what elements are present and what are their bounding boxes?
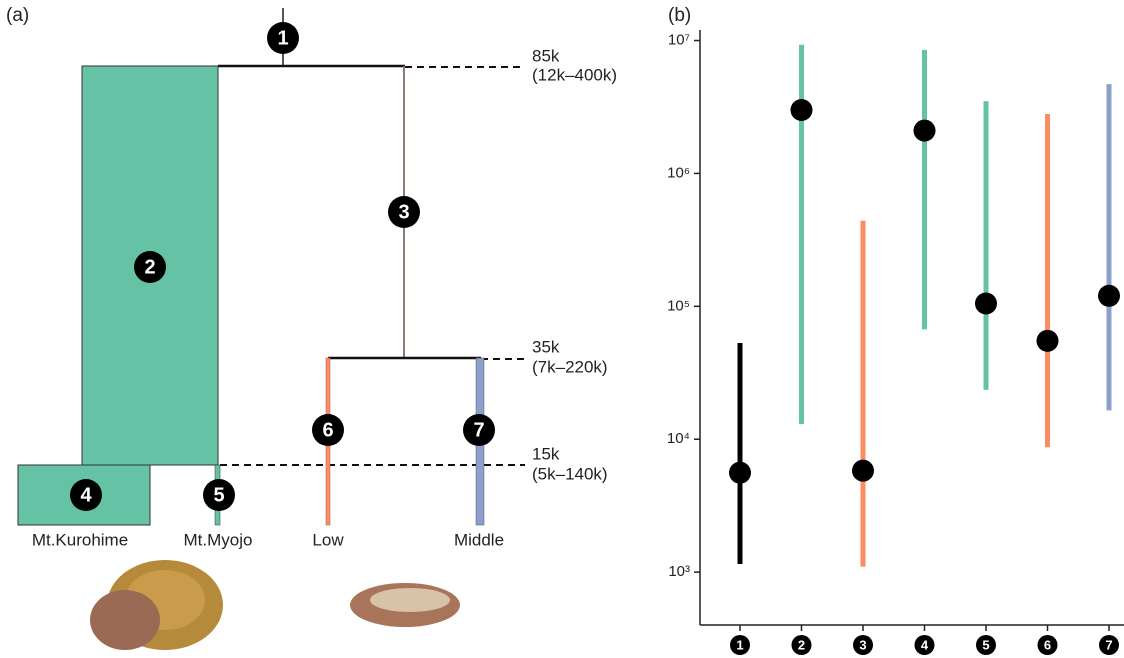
node-number: 4 [80, 484, 92, 506]
split-range: (12k–400k) [532, 65, 617, 84]
node-number: 1 [736, 637, 743, 652]
estimate-point [1037, 330, 1059, 352]
population-label: Mt.Kurohime [32, 530, 128, 549]
split-time: 35k [532, 337, 560, 356]
node-number: 4 [921, 637, 929, 652]
node-number: 1 [277, 27, 288, 49]
estimate-point [791, 99, 813, 121]
tree [18, 8, 525, 650]
node-number: 6 [1044, 637, 1051, 652]
population-label: Low [312, 530, 344, 549]
panel-label: (b) [668, 5, 691, 26]
y-tick-label: 10⁴ [667, 430, 690, 447]
node-number: 7 [1105, 637, 1112, 652]
split-range: (7k–220k) [532, 357, 608, 376]
estimate-point [852, 460, 874, 482]
y-tick-label: 10⁶ [667, 164, 690, 181]
node-number: 7 [473, 419, 484, 441]
population-label: Middle [454, 530, 504, 549]
node-number: 3 [859, 637, 866, 652]
estimate-point [1098, 285, 1120, 307]
node-number: 5 [213, 484, 224, 506]
node-number: 6 [322, 419, 333, 441]
estimate-point [914, 120, 936, 142]
y-tick-label: 10³ [668, 563, 690, 580]
split-time: 85k [532, 46, 560, 65]
panel-label: (a) [6, 5, 29, 26]
estimate-point [729, 462, 751, 484]
snail-icon [90, 560, 460, 650]
y-tick-label: 10⁷ [668, 31, 690, 48]
y-tick-label: 10⁵ [667, 297, 690, 314]
node-number: 3 [398, 201, 409, 223]
axes [700, 30, 1124, 625]
node-number: 2 [144, 256, 155, 278]
figure: (a) 1 2 3 4 5 6 7 85k(12k–400k) 35k(7k–220k) 15k(5… [0, 0, 1124, 658]
split-time: 15k [532, 444, 560, 463]
node-number: 2 [798, 637, 805, 652]
estimate-point [975, 293, 997, 315]
node-number: 5 [982, 637, 989, 652]
population-label: Mt.Myojo [184, 530, 253, 549]
split-range: (5k–140k) [532, 464, 608, 483]
